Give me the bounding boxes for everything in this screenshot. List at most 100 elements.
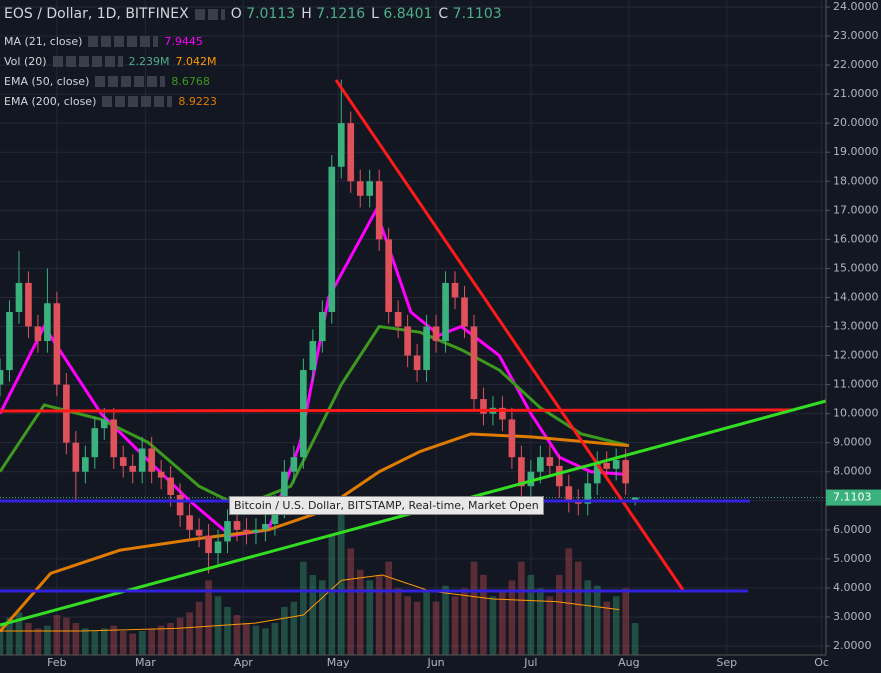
y-tick-label: 14.0000 (833, 290, 879, 303)
volume-bar (318, 580, 326, 655)
volume-bar (271, 623, 279, 655)
x-tick-label: May (327, 656, 350, 669)
symbol[interactable]: EOS / Dollar, 1D, BITFINEX (4, 6, 189, 22)
candle-body (404, 326, 411, 356)
candle-body (565, 486, 573, 501)
indicator-row[interactable]: EMA (200, close) 8.9223 (4, 95, 217, 108)
volume-bar (15, 612, 23, 655)
candle-body (480, 399, 487, 414)
symbol-row: EOS / Dollar, 1D, BITFINEX O 7.0113 H 7.… (4, 6, 502, 22)
volume-bar (631, 623, 639, 655)
volume-bar (461, 588, 468, 655)
candle-body (281, 471, 288, 507)
candle-body (167, 477, 174, 495)
candle-body (176, 494, 184, 516)
candle-body (555, 465, 563, 487)
indicator-name: EMA (200, close) (4, 95, 97, 108)
volume-bar (385, 561, 392, 655)
volume-bar (480, 575, 487, 655)
x-tick-label: Sep (716, 656, 737, 669)
volume-bar (6, 617, 13, 655)
volume-bar (110, 625, 118, 655)
candle-body (6, 311, 13, 371)
high: 7.1216 (316, 6, 366, 22)
volume-bar (262, 628, 269, 655)
volume-bar (281, 607, 288, 655)
x-tick-label: Mar (135, 656, 156, 669)
ohlc: L 6.8401 (371, 6, 433, 22)
volume-bar (233, 615, 241, 655)
volume-bar (157, 625, 165, 655)
candle-body (81, 457, 89, 472)
candle-body (451, 282, 459, 298)
candle-body (25, 282, 32, 327)
candle-body (318, 311, 326, 342)
indicator-row[interactable]: MA (21, close) 7.9445 (4, 35, 203, 48)
candle-body (195, 529, 203, 536)
volume-bar (0, 623, 4, 655)
candle-body (622, 460, 629, 484)
candle-body (0, 370, 4, 385)
trendline (0, 408, 796, 413)
volume-bar (290, 601, 298, 655)
y-tick-label: 19.0000 (833, 145, 879, 158)
volume-bar (328, 535, 336, 655)
volume-bar (63, 617, 70, 655)
candle-body (375, 181, 383, 240)
candle-body (119, 457, 127, 466)
y-tick-label: 23.0000 (833, 29, 879, 42)
indicator-row[interactable]: Vol (20) 2.239M 7.042M (4, 55, 217, 68)
candle-body (72, 442, 80, 472)
candle-body (243, 529, 250, 533)
y-tick-label: 13.0000 (833, 320, 879, 333)
y-tick-label: 6.0000 (833, 523, 872, 536)
volume-bar (252, 625, 260, 655)
candle-body (356, 181, 364, 196)
volume-bar (25, 623, 32, 655)
volume-bar (394, 588, 402, 655)
volume-bar (300, 561, 307, 655)
volume-bar (404, 596, 411, 655)
candle-body (224, 521, 231, 542)
candle-body (271, 506, 279, 525)
y-tick-label: 4.0000 (833, 581, 872, 594)
x-tick-label: Feb (47, 656, 66, 669)
candle-body (593, 463, 601, 484)
indicator-row[interactable]: EMA (50, close) 8.6768 (4, 75, 210, 88)
y-tick-label: 21.0000 (833, 87, 879, 100)
volume-bar (356, 569, 364, 655)
volume-bar (205, 580, 212, 655)
volume-bar (91, 631, 99, 655)
candle-body (499, 407, 506, 420)
y-tick-label: 17.0000 (833, 203, 879, 216)
candle-body (366, 181, 374, 196)
candle-body (537, 457, 544, 472)
tooltip: Bitcoin / U.S. Dollar, BITSTAMP, Real-ti… (229, 496, 544, 515)
trendline (334, 79, 685, 591)
y-tick-label: 20.0000 (833, 116, 879, 129)
y-tick-label: 2.0000 (833, 639, 872, 652)
x-tick-label: Jul (523, 656, 537, 669)
x-tick-label: Jun (426, 656, 444, 669)
candle-body (309, 341, 317, 371)
volume-bar (347, 548, 355, 655)
volume-bar (119, 631, 127, 655)
volume-bar (81, 628, 89, 655)
volume-bar (413, 601, 421, 655)
candle-body (612, 460, 620, 469)
candle-body (53, 303, 61, 385)
volume-bar (546, 596, 554, 655)
volume-bar (423, 591, 430, 655)
candle-body (252, 529, 260, 533)
candle-body (423, 326, 430, 371)
indicator-value: 7.042M (175, 55, 217, 68)
volume-bar (565, 548, 573, 655)
candle-body (110, 419, 118, 458)
volume-bar (375, 575, 383, 655)
x-tick-label: Oc (814, 656, 829, 669)
candle-body (527, 471, 535, 487)
volume-bar (366, 580, 374, 655)
ohlc: O 7.0113 (230, 6, 296, 22)
